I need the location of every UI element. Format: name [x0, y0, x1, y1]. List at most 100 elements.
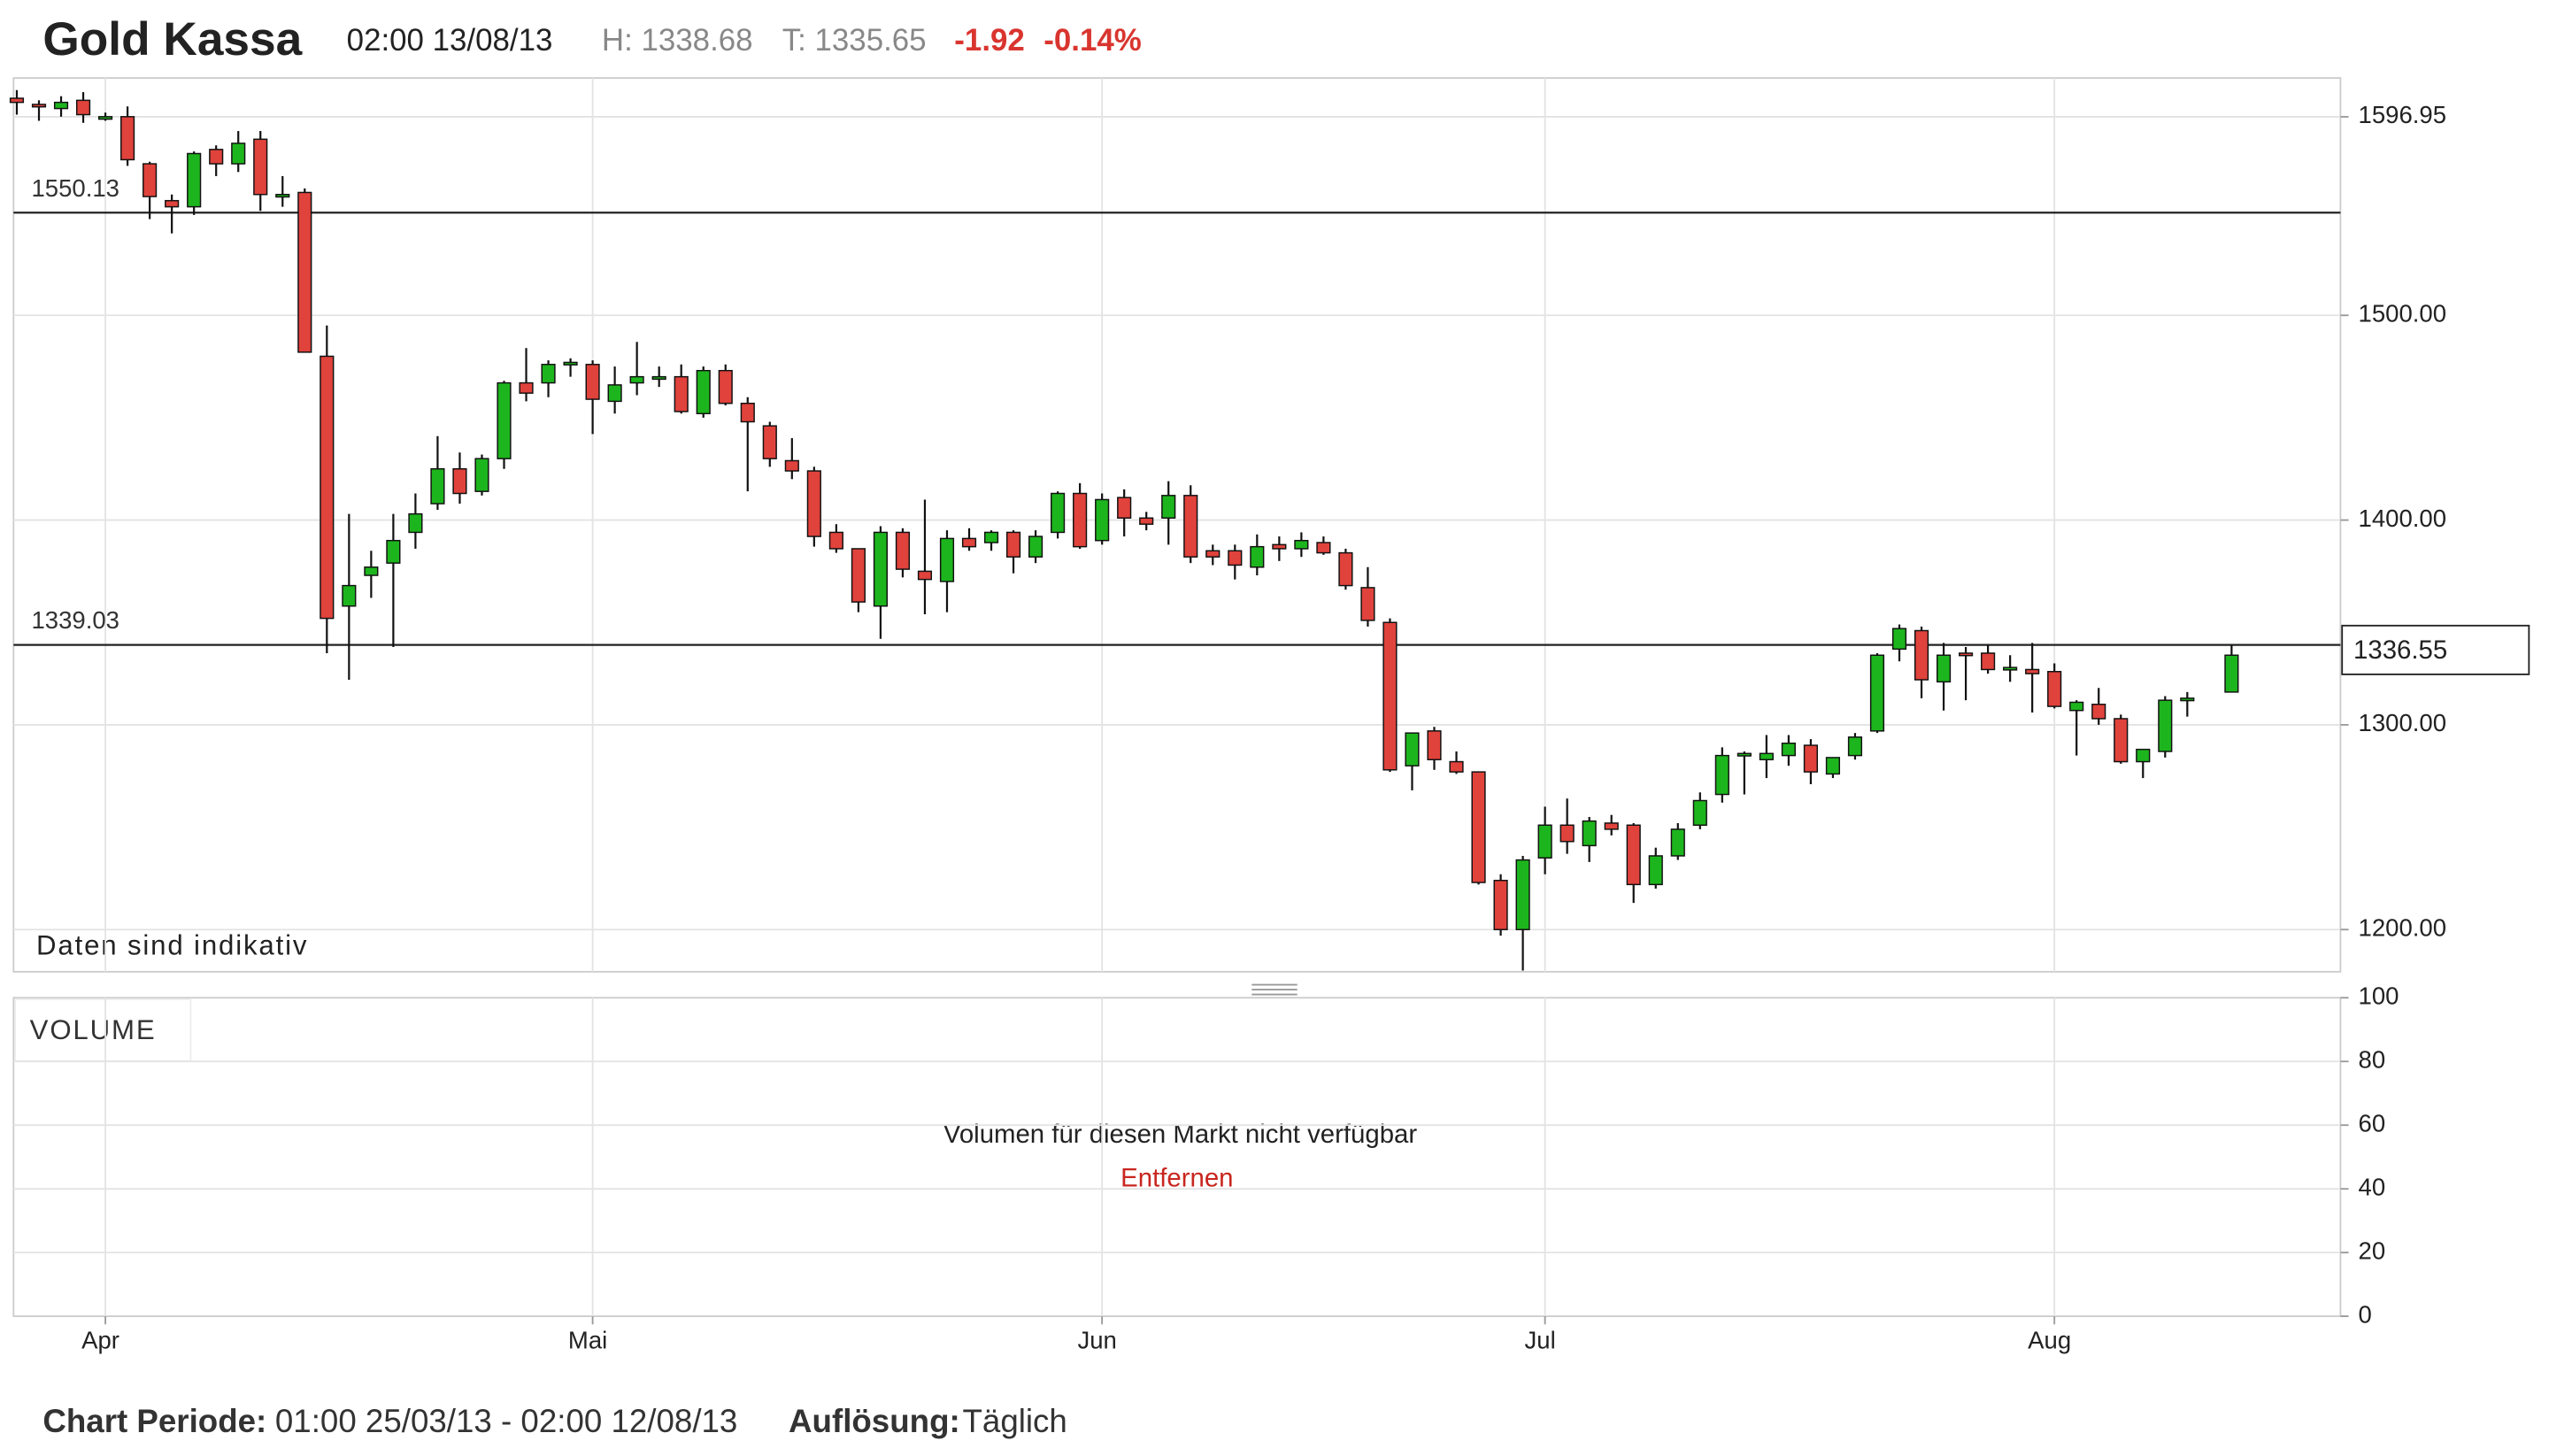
candle-body [1051, 492, 1066, 534]
x-tick-label: Mai [568, 1327, 607, 1354]
candle-body [2091, 704, 2106, 720]
candle-body [430, 468, 445, 505]
y-tick-label: 1400.00 [2359, 505, 2446, 532]
reference-label: 1339.03 [32, 606, 119, 634]
remove-link[interactable]: Entfernen [1120, 1164, 1233, 1193]
candle-body [231, 143, 246, 165]
candle-body [452, 468, 467, 495]
candle-body [1338, 551, 1353, 587]
candle-body [607, 384, 622, 403]
candle-body [297, 191, 312, 353]
candle-body [1515, 859, 1530, 930]
title: Gold Kassa [42, 13, 302, 65]
candle-body [75, 99, 91, 116]
candle-body [1161, 495, 1176, 519]
candle-body [674, 375, 689, 412]
candle-body [1825, 757, 1841, 775]
y-tick-label: 1500.00 [2359, 300, 2446, 327]
candle-body [1294, 539, 1309, 550]
last-price-box [2341, 624, 2530, 675]
candle-body [961, 537, 977, 548]
candle-body [408, 512, 423, 534]
candle-body [873, 531, 888, 607]
candle-body [1382, 621, 1398, 771]
period-label: Chart Periode: [42, 1403, 266, 1439]
candle-body [2069, 701, 2084, 712]
candle-body [320, 355, 335, 620]
candle-body [120, 116, 135, 161]
candle-body [1737, 752, 1752, 757]
candle-body [165, 199, 180, 208]
candle-body [342, 584, 357, 607]
candle-body [98, 116, 113, 120]
last-price-label: 1336.55 [2353, 636, 2447, 665]
change-pct: -0.14% [1043, 23, 1142, 58]
candle-body [53, 101, 69, 110]
candle-body [209, 149, 224, 165]
time: 02:00 13/08/13 [347, 23, 553, 58]
candle-body [364, 566, 379, 576]
candle-body [1959, 652, 1974, 657]
candle-body [142, 163, 158, 197]
candle-body [1095, 498, 1110, 542]
candle-body [784, 459, 799, 472]
volume-title: VOLUME [30, 1014, 157, 1045]
candle-body [9, 97, 25, 104]
candle-body [1449, 760, 1464, 773]
candle-body [1891, 628, 1907, 651]
candle-body [1759, 752, 1774, 760]
candle-body [983, 531, 999, 543]
note: Daten sind indikativ [36, 930, 308, 961]
candle-body [187, 152, 202, 208]
candle-body [2180, 697, 2195, 702]
candle-body [1626, 824, 1641, 886]
candle-body [1803, 744, 1818, 773]
candle-body [1427, 730, 1442, 760]
y-tick-label: 100 [2359, 982, 2399, 1010]
candle-body [1714, 754, 1729, 796]
candle-body [497, 381, 512, 459]
candle-body [1183, 495, 1198, 558]
resolution-label: Auflösung: [789, 1403, 960, 1439]
candle-body [1471, 771, 1486, 883]
resize-handle[interactable] [1251, 983, 1298, 996]
low: T: 1335.65 [782, 23, 927, 58]
candle-body [939, 537, 955, 582]
y-tick-label: 20 [2359, 1236, 2386, 1264]
y-tick-label: 0 [2359, 1300, 2372, 1328]
candle-body [1250, 545, 1265, 568]
candle-body [2224, 654, 2239, 693]
candle-body [851, 548, 866, 603]
y-tick-label: 60 [2359, 1109, 2386, 1136]
candle-body [718, 369, 733, 404]
candle-body [629, 375, 644, 384]
change: -1.92 [954, 23, 1025, 58]
x-tick-label: Aug [2028, 1327, 2071, 1354]
candle-body [1847, 736, 1863, 757]
candle-body [1117, 497, 1132, 519]
candle-body [1316, 542, 1331, 554]
candle-body [474, 458, 489, 492]
candle-body [740, 402, 755, 423]
candle-body [1272, 543, 1287, 550]
candle-body [1981, 652, 1996, 671]
candle-body [2003, 666, 2018, 671]
volume-message: Volumen für diesen Markt nicht verfügbar [943, 1120, 1417, 1149]
candle-body [1936, 654, 1952, 683]
candle-body [1869, 654, 1885, 732]
x-tick-label: Jun [1077, 1327, 1116, 1354]
candle-body [651, 375, 666, 381]
candle-body [2114, 718, 2129, 763]
reference-label: 1550.13 [32, 174, 119, 202]
candle-body [1537, 824, 1552, 859]
price-panel [12, 77, 2342, 973]
x-tick-label: Apr [81, 1327, 119, 1354]
candle-body [2047, 671, 2062, 707]
candle-body [2136, 748, 2151, 763]
candle-body [585, 364, 600, 400]
candle-body [1493, 879, 1508, 930]
candle-body [1914, 629, 1929, 681]
candle-body [696, 369, 711, 415]
candle-body [541, 364, 556, 384]
